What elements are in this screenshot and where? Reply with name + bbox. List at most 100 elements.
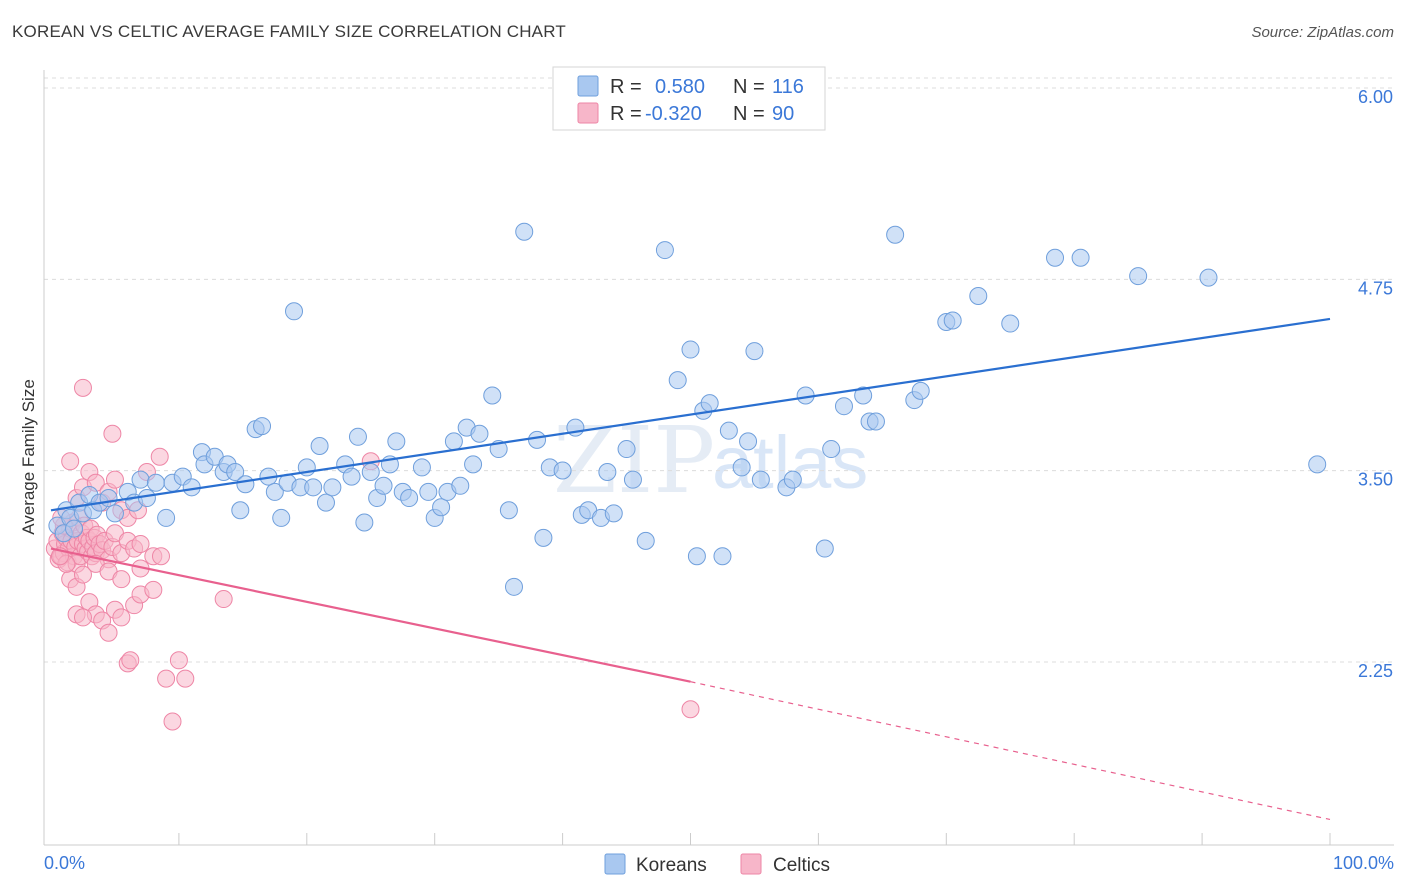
koreans-point: [687, 547, 706, 566]
koreans-point: [451, 476, 470, 495]
celtics-point: [112, 570, 131, 589]
koreans-point: [265, 482, 284, 501]
koreans-point: [470, 424, 489, 443]
koreans-point: [854, 386, 873, 405]
koreans-point: [815, 539, 834, 558]
koreans-point: [623, 470, 642, 489]
koreans-point: [911, 381, 930, 400]
koreans-point: [99, 489, 118, 508]
koreans-point: [528, 430, 547, 449]
koreans-point: [323, 478, 342, 497]
koreans-point: [310, 436, 329, 455]
celtics-point: [103, 424, 122, 443]
koreans-point: [1199, 268, 1218, 287]
celtics-point: [176, 669, 195, 688]
koreans-point: [419, 482, 438, 501]
koreans-point: [604, 504, 623, 523]
koreans-point: [65, 519, 84, 538]
source-label: Source: ZipAtlas.com: [1251, 24, 1394, 41]
koreans-point: [316, 493, 335, 512]
koreans-point: [719, 421, 738, 440]
koreans-point: [226, 463, 245, 482]
legend-n-value-koreans: 116: [772, 76, 804, 98]
legend-swatch-koreans: [577, 75, 599, 97]
trend-lines: [50, 317, 1331, 821]
legend-r-label-koreans: R =: [610, 76, 642, 98]
koreans-point: [681, 340, 700, 359]
bottom-legend-label-koreans: Koreans: [636, 855, 707, 876]
koreans-point: [655, 241, 674, 260]
celtics-point: [99, 623, 118, 642]
bottom-legend-swatch-celtics: [740, 853, 762, 875]
y-tick-label: 3.50: [1358, 470, 1393, 490]
koreans-point: [732, 458, 751, 477]
koreans-point: [1129, 267, 1148, 286]
koreans-trend-line: [50, 317, 1331, 512]
koreans-point: [943, 311, 962, 330]
koreans-point: [253, 417, 272, 436]
legend-n-label-koreans: N =: [733, 76, 765, 98]
celtics-point: [169, 651, 188, 670]
koreans-point: [146, 473, 165, 492]
koreans-point: [361, 463, 380, 482]
koreans-point: [400, 489, 419, 508]
koreans-point: [464, 455, 483, 474]
koreans-point: [700, 394, 719, 413]
koreans-point: [598, 463, 617, 482]
koreans-point: [137, 489, 156, 508]
celtics-point: [73, 608, 92, 627]
koreans-point: [822, 440, 841, 459]
celtics-point: [73, 378, 92, 397]
koreans-point: [105, 504, 124, 523]
series-legend: Koreans Celtics: [604, 853, 830, 876]
koreans-point: [745, 342, 764, 361]
koreans-point: [739, 432, 758, 451]
koreans-point: [432, 498, 451, 517]
koreans-point: [285, 302, 304, 321]
koreans-point: [834, 397, 853, 416]
koreans-point: [412, 458, 431, 477]
koreans-point: [713, 547, 732, 566]
legend-n-value-celtics: 90: [772, 103, 794, 125]
x-tick-label-max: 100.0%: [1333, 853, 1394, 873]
bottom-legend-swatch-koreans: [604, 853, 626, 875]
celtics-point: [112, 608, 131, 627]
koreans-point: [1046, 248, 1065, 267]
koreans-point: [157, 508, 176, 527]
koreans-point: [342, 467, 361, 486]
koreans-point: [617, 440, 636, 459]
legend-n-label-celtics: N =: [733, 103, 765, 125]
celtics-trend-line: [50, 547, 691, 683]
koreans-point: [515, 222, 534, 241]
celtics-point: [105, 470, 124, 489]
koreans-point: [534, 528, 553, 547]
koreans-point: [387, 432, 406, 451]
koreans-point: [231, 501, 250, 520]
legend-r-label-celtics: R =: [610, 103, 642, 125]
celtics-trend-extension: [690, 681, 1331, 821]
koreans-point: [783, 470, 802, 489]
koreans-point: [236, 475, 255, 494]
y-tick-label: 4.75: [1358, 278, 1393, 298]
legend-swatch-celtics: [577, 102, 599, 124]
celtics-point: [157, 669, 176, 688]
grid-lines: [44, 77, 1394, 663]
koreans-point: [969, 286, 988, 305]
celtics-point: [214, 590, 233, 609]
y-axis-tick-labels: 2.25 3.50 4.75 6.00: [1358, 87, 1393, 681]
koreans-point: [504, 577, 523, 596]
celtics-point: [681, 700, 700, 719]
y-axis-title: Average Family Size: [19, 379, 38, 535]
koreans-point: [751, 470, 770, 489]
celtics-point: [121, 651, 140, 670]
koreans-point: [374, 476, 393, 495]
koreans-point: [355, 513, 374, 532]
koreans-point: [1001, 314, 1020, 333]
legend-r-value-celtics: -0.320: [645, 103, 702, 125]
celtics-point: [163, 712, 182, 731]
koreans-point: [886, 225, 905, 244]
koreans-point: [1308, 455, 1327, 474]
x-axis-ticks: [178, 833, 1331, 845]
celtics-point: [131, 534, 150, 553]
